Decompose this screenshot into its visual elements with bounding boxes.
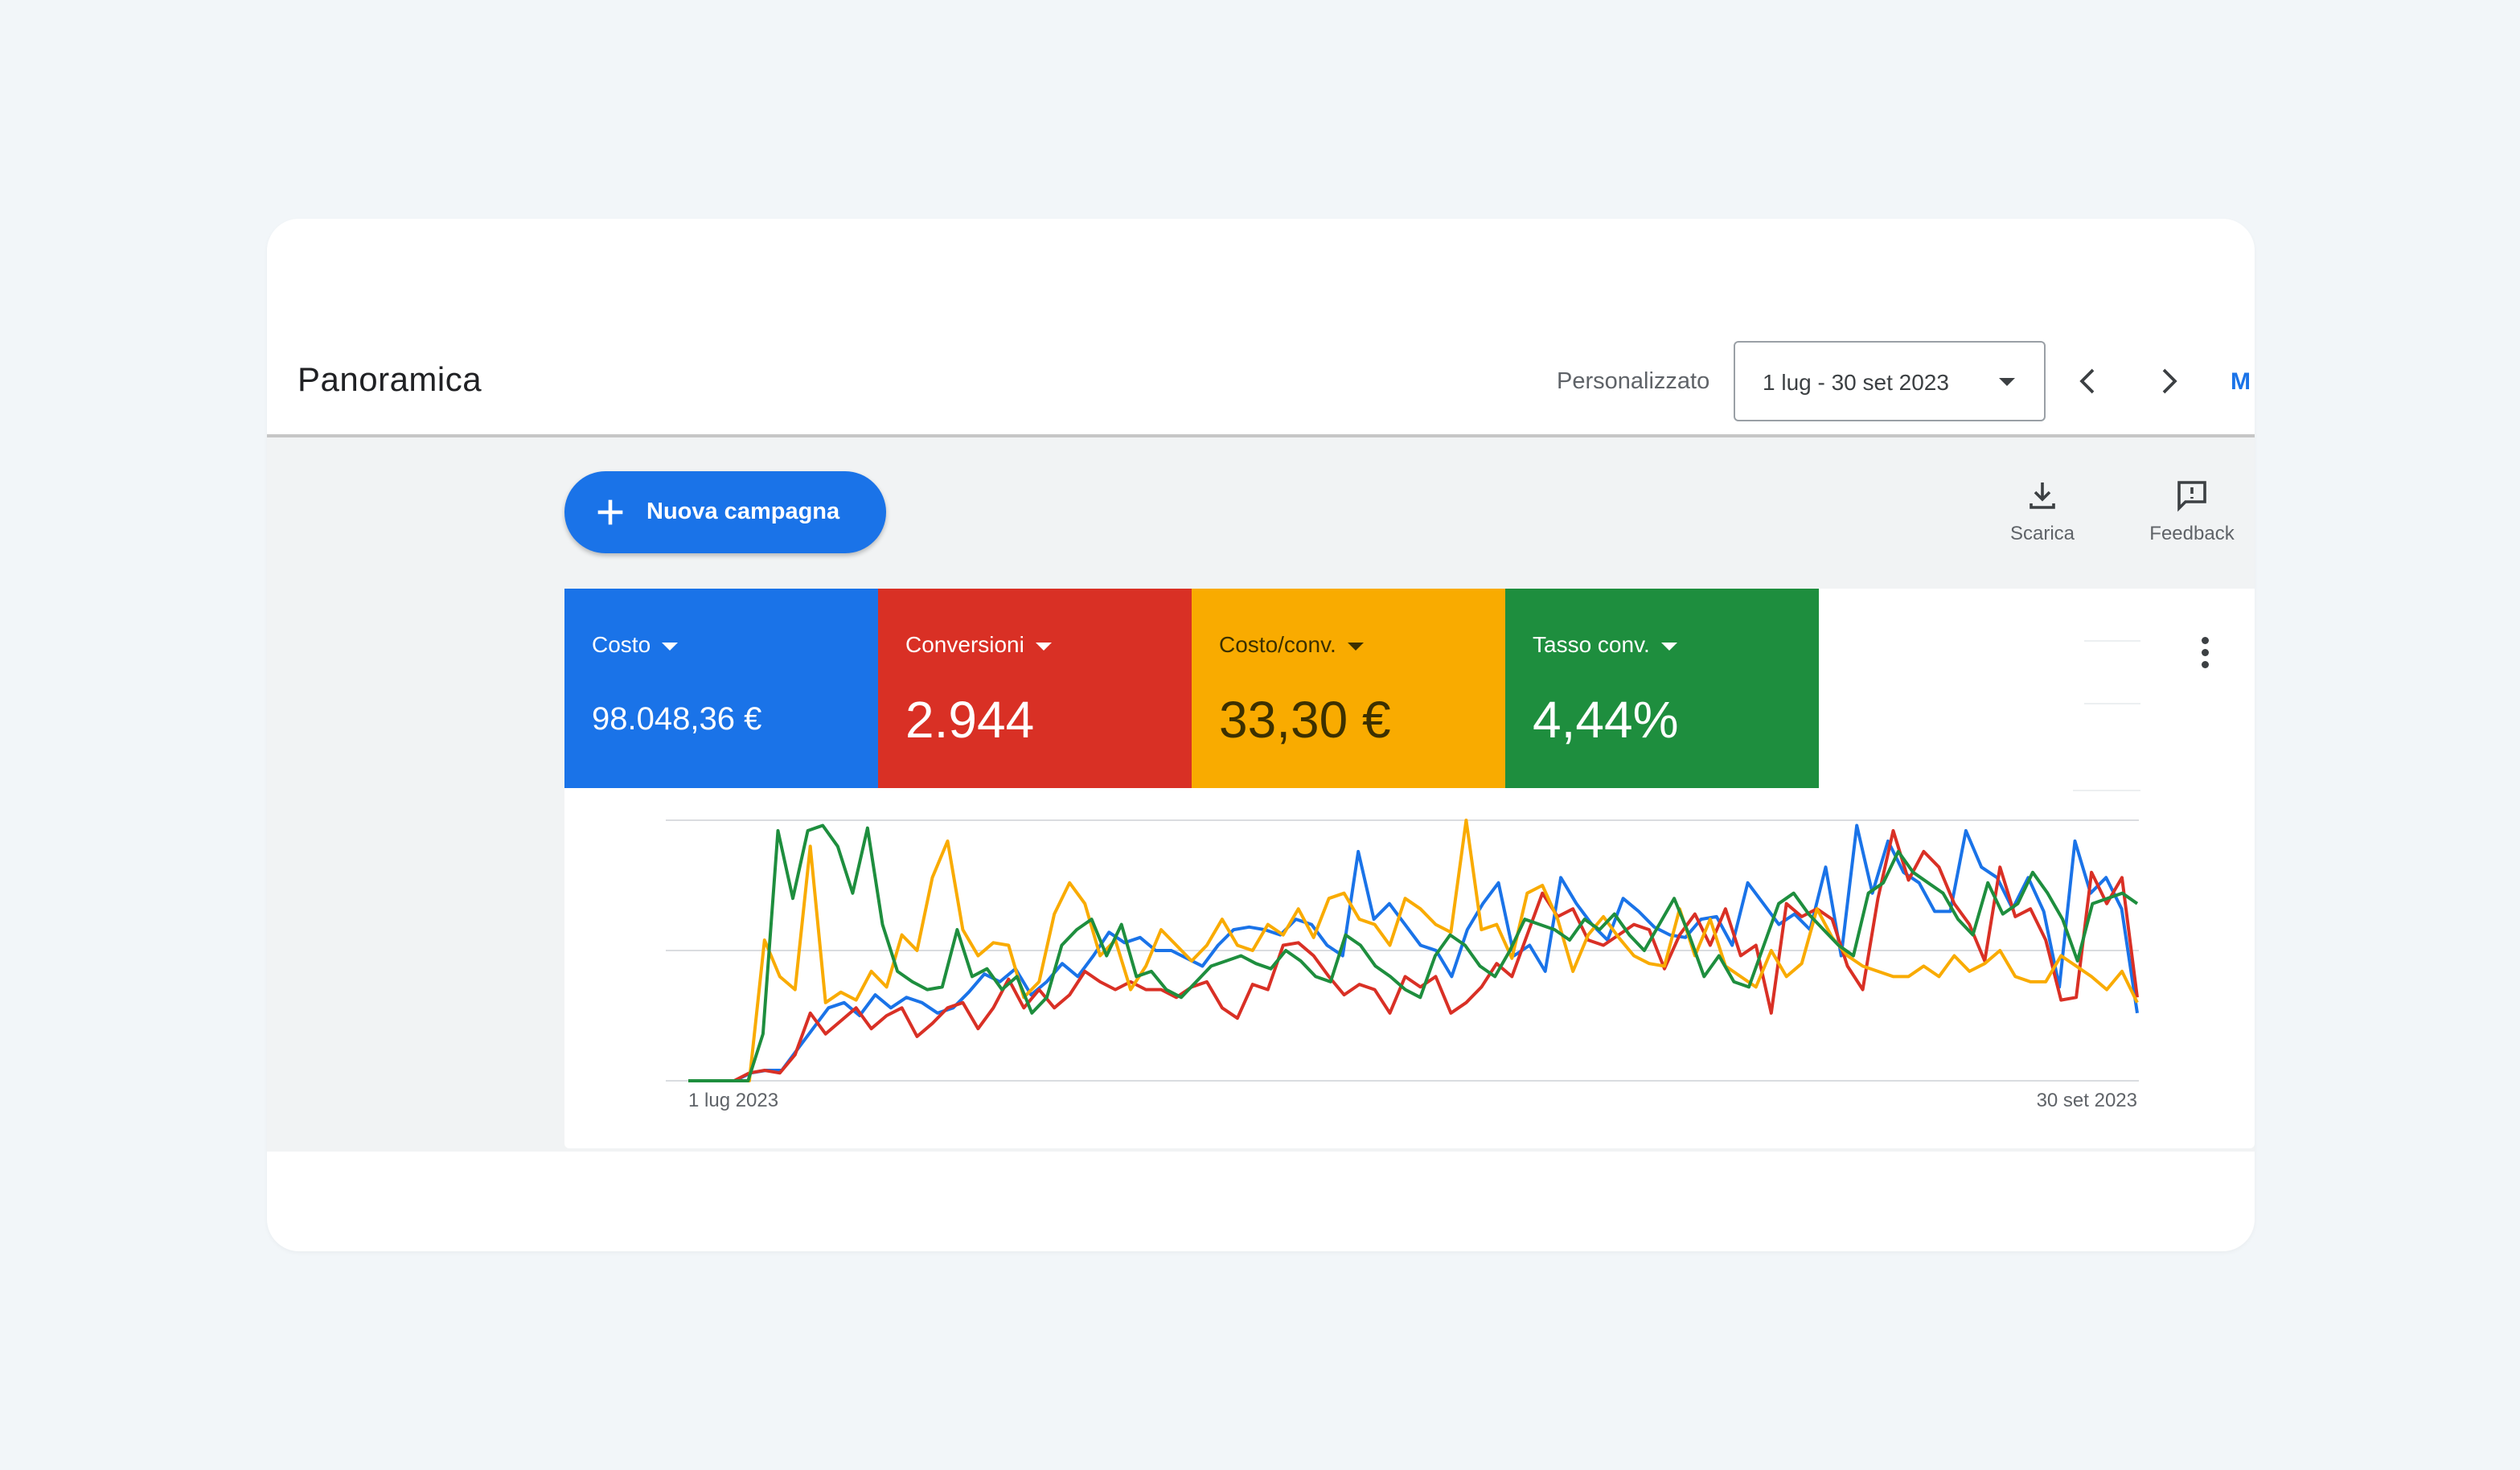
metric-value-conversion-rate: 4,44% [1533,691,1679,749]
overview-card: Panoramica Personalizzato 1 lug - 30 set… [267,219,2255,1251]
faint-divider [2084,703,2140,704]
metric-tile-conversion-rate[interactable]: Tasso conv. 4,44% [1505,589,1819,788]
feedback-button[interactable]: Feedback [2136,476,2248,556]
performance-chart: 1 lug 2023 30 set 2023 [666,819,2139,1111]
series-line-3 [688,823,2139,1082]
metric-label-cost: Costo [592,632,679,658]
chart-grid [666,819,2139,1082]
series-line-2 [688,819,2139,1082]
series-line-0 [688,823,2139,1082]
faint-divider [2084,640,2140,642]
page-header: Panoramica Personalizzato 1 lug - 30 set… [267,219,2255,437]
period-label: Personalizzato [1557,368,1710,394]
x-axis-start-label: 1 lug 2023 [688,1090,778,1111]
x-axis-end-label: 30 set 2023 [2037,1090,2137,1111]
previous-period-button[interactable] [2065,359,2110,404]
metric-value-cost: 98.048,36 € [592,701,762,737]
metric-label-cost-per-conversion: Costo/conv. [1219,632,1364,658]
series-line-1 [688,829,2139,1082]
chevron-left-icon [2079,368,2095,394]
metric-label-conversions: Conversioni [905,632,1052,658]
metric-tile-cost-per-conversion[interactable]: Costo/conv. 33,30 € [1192,589,1505,788]
feedback-icon [2177,481,2206,512]
plus-icon [597,499,623,525]
content-area: Nuova campagna Scarica Feedback Costo 98… [267,437,2255,1152]
truncated-link[interactable]: M [2231,368,2251,395]
more-options-icon[interactable] [2200,637,2210,669]
new-campaign-button[interactable]: Nuova campagna [564,471,886,553]
metric-value-conversions: 2.944 [905,691,1035,749]
next-period-button[interactable] [2147,359,2192,404]
performance-panel: Costo 98.048,36 € Conversioni 2.944 Cost… [564,589,2255,1148]
date-range-selector[interactable]: 1 lug - 30 set 2023 [1734,341,2046,421]
dropdown-arrow-icon [1035,642,1052,651]
download-icon [2030,482,2055,509]
metric-tile-cost[interactable]: Costo 98.048,36 € [564,589,878,788]
dropdown-arrow-icon [1660,642,1677,651]
faint-divider [2073,790,2140,791]
new-campaign-label: Nuova campagna [646,499,840,524]
page-title: Panoramica [298,360,482,398]
download-button[interactable]: Scarica [1986,476,2099,556]
dropdown-arrow-icon [662,642,679,651]
download-label: Scarica [2009,523,2075,544]
chevron-right-icon [2162,368,2177,394]
metric-label-conversion-rate: Tasso conv. [1533,632,1677,658]
date-range-value: 1 lug - 30 set 2023 [1763,370,1949,395]
dropdown-arrow-icon [1347,642,1364,651]
metric-tile-conversions[interactable]: Conversioni 2.944 [878,589,1192,788]
chart-series [688,819,2139,1082]
metric-value-cost-per-conversion: 33,30 € [1219,691,1391,749]
feedback-label: Feedback [2149,523,2235,544]
chevron-down-icon [1999,378,2015,386]
